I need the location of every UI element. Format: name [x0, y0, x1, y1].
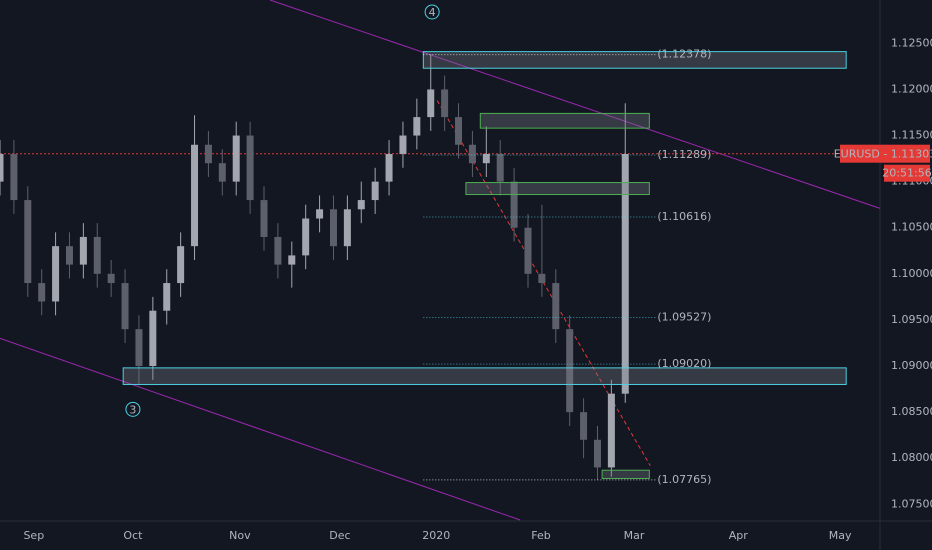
candle-body — [329, 209, 337, 247]
clock-tag — [884, 164, 930, 182]
candle-body — [191, 144, 199, 247]
candle-body — [510, 181, 518, 228]
candle-body — [621, 153, 629, 394]
x-tick-label: Dec — [329, 529, 350, 542]
x-tick-label: May — [829, 529, 852, 542]
wave-label: 4 — [429, 6, 436, 19]
y-tick-label: 1.12000 — [891, 82, 932, 95]
trendline — [269, 0, 881, 209]
y-tick-label: 1.09000 — [891, 359, 932, 372]
candle-body — [343, 209, 351, 247]
candle-body — [38, 283, 46, 302]
candle-body — [371, 181, 379, 201]
level-label: (1.09020) — [657, 357, 711, 370]
candle-body — [316, 209, 324, 219]
candle-body — [482, 153, 490, 164]
zone — [422, 51, 847, 69]
candle-body — [593, 439, 601, 468]
candle-body — [93, 236, 101, 274]
candle-body — [524, 227, 532, 274]
candle-body — [580, 412, 588, 440]
trendline — [0, 337, 521, 521]
x-tick-label: Nov — [229, 529, 251, 542]
price-tag-label: EURUSD - 1.11303 — [834, 148, 932, 161]
candle-body — [468, 144, 476, 164]
candle-body — [163, 283, 171, 311]
x-tick-label: Apr — [729, 529, 749, 542]
x-tick-label: Oct — [123, 529, 143, 542]
level-label: (1.11289) — [657, 148, 711, 161]
y-tick-label: 1.12500 — [891, 36, 932, 49]
candle-body — [399, 135, 407, 154]
candle-body — [52, 246, 60, 302]
candle-body — [65, 246, 73, 265]
price-tag — [840, 144, 930, 163]
candle-body — [10, 153, 18, 201]
candle-body — [566, 329, 574, 413]
candle-body — [0, 153, 4, 182]
y-tick-label: 1.10000 — [891, 267, 932, 280]
candle-body — [455, 117, 463, 145]
candle-body — [204, 144, 212, 164]
x-tick-label: 2020 — [422, 529, 450, 542]
candle-body — [218, 163, 226, 182]
level-label: (1.10616) — [657, 210, 711, 223]
candle-body — [135, 329, 143, 367]
zone — [122, 367, 847, 385]
x-tick-label: Mar — [624, 529, 645, 542]
level-label: (1.09527) — [657, 310, 711, 323]
candle-body — [232, 135, 240, 182]
y-tick-label: 1.11500 — [891, 129, 932, 142]
candle-body — [441, 89, 449, 118]
candle-body — [107, 273, 115, 284]
candle-body — [274, 236, 282, 265]
candle-body — [288, 255, 296, 265]
x-tick-label: Feb — [531, 529, 550, 542]
wave-label: 3 — [129, 403, 136, 416]
level-label: (1.07765) — [657, 473, 711, 486]
clock-label: 20:51:56 — [882, 167, 931, 180]
candle-body — [177, 246, 185, 284]
wave-circle — [125, 401, 141, 417]
candle-body — [357, 200, 365, 210]
zone — [465, 182, 650, 196]
candle-body — [246, 135, 254, 201]
candle-body — [385, 153, 393, 182]
candle-body — [552, 283, 560, 330]
y-tick-label: 1.07500 — [891, 497, 932, 510]
zone — [479, 112, 650, 129]
candle-body — [302, 218, 310, 256]
y-tick-label: 1.08500 — [891, 405, 932, 418]
candle-body — [496, 153, 504, 182]
y-tick-label: 1.09500 — [891, 313, 932, 326]
candle-body — [413, 117, 421, 136]
wave-circle — [424, 4, 440, 20]
candle-body — [427, 89, 435, 118]
y-tick-label: 1.10500 — [891, 221, 932, 234]
zone — [601, 469, 650, 480]
candle-body — [24, 200, 32, 284]
candle-body — [121, 283, 129, 330]
candle-body — [538, 273, 546, 284]
level-label: (1.12378) — [657, 48, 711, 61]
candle-body — [149, 310, 157, 367]
y-tick-label: 1.08000 — [891, 451, 932, 464]
candle-body — [260, 200, 268, 237]
x-tick-label: Sep — [23, 529, 44, 542]
candle-body — [79, 236, 87, 265]
candle-body — [607, 393, 615, 468]
